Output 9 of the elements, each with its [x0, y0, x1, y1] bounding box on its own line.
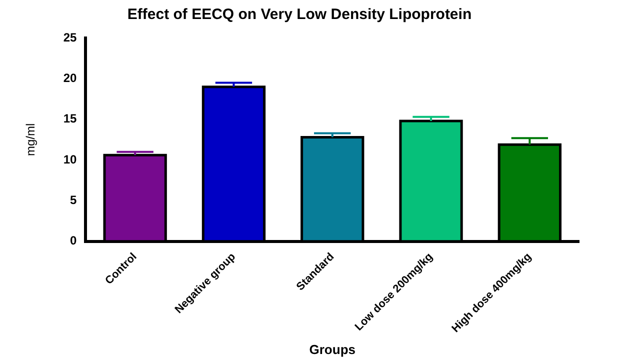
y-axis-title: mg/ml: [24, 123, 38, 156]
y-tick-label: 20: [63, 71, 78, 85]
y-tick-label: 5: [70, 193, 78, 208]
y-tick-label: 15: [63, 112, 78, 126]
y-tick-label: 10: [63, 152, 78, 166]
y-tick-label: 25: [63, 30, 78, 44]
x-axis-title: Groups: [309, 342, 356, 357]
chart-title: Effect of EECQ on Very Low Density Lipoprotein: [127, 6, 472, 24]
y-tick-label: 0: [70, 234, 78, 248]
